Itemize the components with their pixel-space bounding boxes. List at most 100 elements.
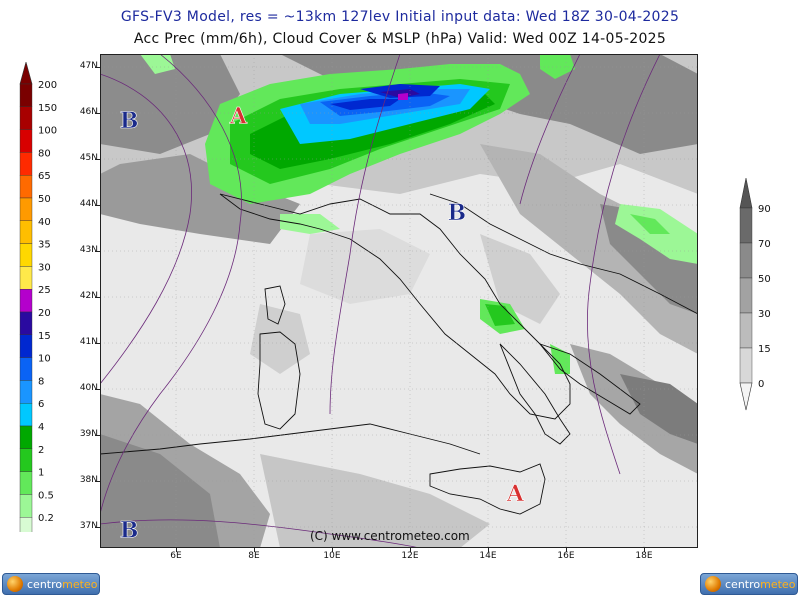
precip-scale-swatch bbox=[19, 471, 33, 495]
adriatic-east-coast bbox=[429, 193, 698, 315]
forecast-map: B A B A B (C) www.centrometeo.com bbox=[100, 54, 698, 548]
precip-scale-swatch bbox=[19, 403, 33, 427]
sicily-coastline bbox=[429, 463, 546, 515]
cloud-cover-layer bbox=[100, 54, 698, 548]
precipitation-color-scale: 200 150 100 80 65 50 40 35 30 25 20 15 10 8 6 4 2 1 0.5 0.2 bbox=[19, 62, 57, 532]
precip-scale-swatch bbox=[19, 357, 33, 381]
precip-scale-label: 65 bbox=[38, 171, 51, 182]
chart-subtitle: Acc Prec (mm/6h), Cloud Cover & MSLP (hP… bbox=[133, 31, 667, 47]
globe-icon bbox=[7, 576, 23, 592]
latitude-tick bbox=[95, 435, 100, 436]
latitude-label: 45N bbox=[79, 153, 98, 163]
centrometeo-logo-left[interactable]: centrometeo bbox=[2, 573, 100, 595]
north-africa-coastline bbox=[100, 423, 481, 455]
corsica-coastline bbox=[264, 285, 286, 325]
latitude-tick bbox=[95, 67, 100, 68]
precip-scale-label: 15 bbox=[38, 331, 51, 342]
latitude-tick bbox=[95, 343, 100, 344]
calabria-coastline bbox=[499, 343, 571, 445]
latitude-tick bbox=[95, 159, 100, 160]
cloud-scale-label: 30 bbox=[758, 309, 771, 320]
cloud-scale-label: 50 bbox=[758, 274, 771, 285]
precip-scale-swatch bbox=[19, 425, 33, 449]
cloud-scale-swatch bbox=[739, 242, 753, 279]
latitude-tick bbox=[95, 297, 100, 298]
precipitation-layer bbox=[140, 54, 698, 374]
precip-scale-label: 30 bbox=[38, 262, 51, 273]
longitude-tick bbox=[410, 548, 411, 552]
precip-scale-swatch bbox=[19, 152, 33, 176]
cloud-scale-swatch bbox=[739, 207, 753, 244]
isobars bbox=[100, 54, 661, 548]
scale-arrow-icon bbox=[739, 178, 753, 209]
high-pressure-center: A bbox=[506, 481, 525, 507]
precip-scale-swatch bbox=[19, 220, 33, 244]
longitude-tick bbox=[566, 548, 567, 552]
copyright-text: (C) www.centrometeo.com bbox=[310, 529, 470, 543]
latitude-tick bbox=[95, 205, 100, 206]
isobar bbox=[100, 73, 192, 385]
longitude-label: 12E bbox=[401, 551, 419, 561]
precip-scale-swatch bbox=[19, 174, 33, 199]
latitude-label: 38N bbox=[79, 475, 98, 485]
precip-scale-swatch bbox=[19, 448, 33, 472]
longitude-tick bbox=[488, 548, 489, 552]
longitude-tick bbox=[176, 548, 177, 552]
pressure-centers: B A B A B bbox=[120, 103, 525, 544]
precip-scale-label: 50 bbox=[38, 194, 51, 205]
precip-scale-label: 4 bbox=[38, 422, 44, 433]
isobar bbox=[586, 54, 661, 475]
precip-scale-label: 100 bbox=[38, 126, 57, 137]
precip-scale-swatch bbox=[19, 266, 33, 290]
precip-scale-label: 2 bbox=[38, 445, 44, 456]
latitude-label: 43N bbox=[79, 245, 98, 255]
isobar bbox=[100, 519, 421, 548]
latitude-tick bbox=[95, 389, 100, 390]
precip-scale-swatch bbox=[19, 311, 33, 335]
latitude-label: 46N bbox=[79, 107, 98, 117]
latitude-tick bbox=[95, 251, 100, 252]
globe-icon bbox=[705, 576, 721, 592]
cloud-scale-swatch bbox=[739, 277, 753, 314]
sardinia-coastline bbox=[257, 331, 301, 430]
precip-scale-label: 0.5 bbox=[38, 490, 54, 501]
longitude-label: 6E bbox=[170, 551, 182, 561]
longitude-tick bbox=[332, 548, 333, 552]
logo-text: centrometeo bbox=[27, 577, 98, 591]
scale-arrow-icon bbox=[739, 382, 753, 411]
precip-scale-swatch bbox=[19, 129, 33, 153]
latitude-label: 44N bbox=[79, 199, 98, 209]
latitude-label: 47N bbox=[79, 61, 98, 71]
low-pressure-center: B bbox=[120, 518, 139, 544]
cloud-scale-label: 70 bbox=[758, 239, 771, 250]
isobar bbox=[519, 54, 581, 205]
apulia-coastline bbox=[538, 343, 641, 415]
cloud-scale-label: 0 bbox=[758, 379, 764, 390]
precip-scale-swatch bbox=[19, 334, 33, 358]
precip-scale-label: 6 bbox=[38, 399, 44, 410]
low-pressure-center: B bbox=[447, 200, 466, 226]
precip-scale-swatch bbox=[19, 517, 33, 532]
precip-scale-swatch bbox=[19, 197, 33, 221]
precip-scale-swatch bbox=[19, 494, 33, 518]
latitude-label: 39N bbox=[79, 429, 98, 439]
isobar bbox=[329, 54, 401, 415]
precip-scale-label: 10 bbox=[38, 354, 51, 365]
scale-arrow-icon bbox=[19, 62, 33, 85]
centrometeo-logo-right[interactable]: centrometeo bbox=[700, 573, 798, 595]
longitude-tick bbox=[254, 548, 255, 552]
latitude-tick bbox=[95, 113, 100, 114]
precip-scale-label: 25 bbox=[38, 285, 51, 296]
latitude-label: 42N bbox=[79, 291, 98, 301]
longitude-label: 14E bbox=[479, 551, 497, 561]
cloud-cover-color-scale: 90 70 50 30 15 0 bbox=[739, 178, 771, 411]
chart-title: GFS-FV3 Model, res = ~13km 127lev Initia… bbox=[120, 9, 680, 25]
latitude-label: 40N bbox=[79, 383, 98, 393]
cloud-scale-swatch bbox=[739, 347, 753, 384]
precip-scale-label: 1 bbox=[38, 468, 44, 479]
latitude-label: 37N bbox=[79, 521, 98, 531]
precip-scale-label: 40 bbox=[38, 217, 51, 228]
high-pressure-center: A bbox=[229, 104, 248, 130]
cloud-scale-swatch bbox=[739, 312, 753, 349]
precip-scale-swatch bbox=[19, 243, 33, 267]
